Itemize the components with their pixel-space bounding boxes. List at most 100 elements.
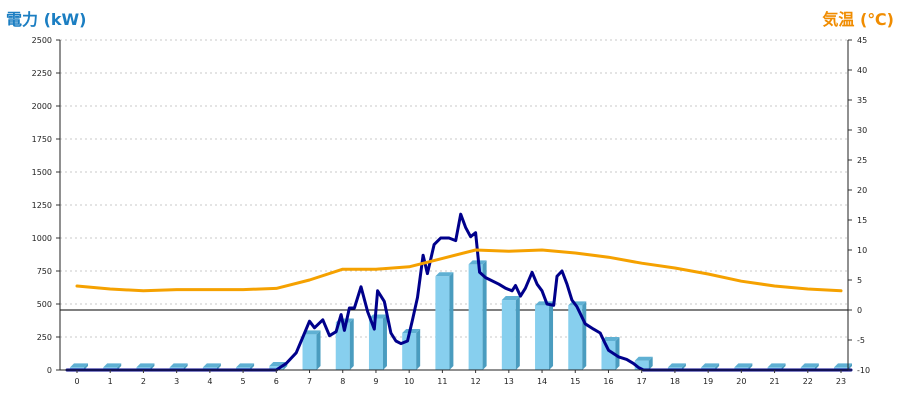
power-bar bbox=[601, 340, 616, 370]
x-tick-label: 16 bbox=[603, 377, 613, 386]
right-tick-label: 20 bbox=[857, 186, 867, 195]
power-bar bbox=[302, 334, 317, 370]
power-bar-top bbox=[601, 336, 620, 341]
right-tick-label: 0 bbox=[857, 306, 862, 315]
power-bar-side bbox=[615, 336, 620, 370]
right-tick-label: 25 bbox=[857, 156, 867, 165]
right-tick-label: -5 bbox=[857, 336, 865, 345]
power-bar-top bbox=[800, 363, 819, 368]
power-bar-side bbox=[748, 363, 753, 370]
x-tick-label: 0 bbox=[74, 377, 79, 386]
power-bar bbox=[335, 322, 350, 370]
left-tick-label: 1000 bbox=[32, 234, 52, 243]
power-bar bbox=[435, 276, 450, 370]
power-bar-side bbox=[416, 329, 421, 370]
power-bar-top bbox=[734, 363, 753, 368]
power-bar-side bbox=[117, 363, 122, 370]
power-bar-side bbox=[515, 296, 520, 370]
power-bar-top bbox=[202, 363, 221, 368]
lines-layer bbox=[65, 212, 853, 372]
x-tick-label: 13 bbox=[504, 377, 514, 386]
power-bar bbox=[535, 305, 550, 370]
x-tick-label: 2 bbox=[141, 377, 146, 386]
power-bar-side bbox=[582, 301, 587, 370]
power-bar-top bbox=[501, 296, 520, 301]
x-tick-label: 8 bbox=[340, 377, 345, 386]
power-bar-side bbox=[250, 363, 255, 370]
left-tick-label: 1500 bbox=[32, 168, 52, 177]
bars-layer bbox=[70, 260, 852, 370]
left-tick-label: 2000 bbox=[32, 102, 52, 111]
power-bar-top bbox=[70, 363, 88, 368]
x-tick-label: 22 bbox=[803, 377, 813, 386]
left-tick-label: 500 bbox=[37, 300, 52, 309]
x-tick-label: 21 bbox=[769, 377, 779, 386]
power-bar-side bbox=[848, 363, 852, 370]
left-axis-title: 電力 (kW) bbox=[6, 10, 87, 29]
power-bar-side bbox=[183, 363, 188, 370]
right-tick-label: 35 bbox=[857, 96, 867, 105]
power-bar bbox=[269, 366, 284, 370]
power-bar-side bbox=[216, 363, 221, 370]
left-tick-label: 250 bbox=[37, 333, 52, 342]
power-bar-top bbox=[136, 363, 155, 368]
power-bar-side bbox=[781, 363, 786, 370]
x-tick-label: 14 bbox=[537, 377, 547, 386]
left-tick-label: 1750 bbox=[32, 135, 52, 144]
right-tick-label: 10 bbox=[857, 246, 867, 255]
x-tick-label: 4 bbox=[207, 377, 212, 386]
power-bar-top bbox=[368, 314, 387, 319]
power-bar-side bbox=[382, 314, 387, 370]
power-bar-side bbox=[648, 356, 653, 370]
axes-layer: 02505007501000125015001750200022502500-1… bbox=[32, 36, 870, 386]
x-tick-label: 20 bbox=[736, 377, 746, 386]
x-tick-label: 17 bbox=[637, 377, 647, 386]
power-bar-top bbox=[169, 363, 188, 368]
power-bar-top bbox=[667, 363, 686, 368]
left-tick-label: 1250 bbox=[32, 201, 52, 210]
left-tick-label: 0 bbox=[47, 366, 52, 375]
right-tick-label: 45 bbox=[857, 36, 867, 45]
x-tick-label: 18 bbox=[670, 377, 680, 386]
power-bar-top bbox=[236, 363, 255, 368]
power-bar-side bbox=[150, 363, 155, 370]
x-tick-label: 19 bbox=[703, 377, 713, 386]
power-actual-line bbox=[65, 212, 853, 372]
x-tick-label: 23 bbox=[836, 377, 846, 386]
x-tick-label: 7 bbox=[307, 377, 312, 386]
x-tick-label: 11 bbox=[437, 377, 447, 386]
x-tick-label: 9 bbox=[373, 377, 378, 386]
right-tick-label: 15 bbox=[857, 216, 867, 225]
x-tick-label: 6 bbox=[274, 377, 279, 386]
power-bar-top bbox=[767, 363, 786, 368]
power-bar-top bbox=[302, 330, 321, 335]
power-bar-side bbox=[349, 318, 354, 370]
power-bar bbox=[501, 300, 516, 370]
power-bar bbox=[634, 360, 649, 370]
power-bar-top bbox=[634, 356, 653, 361]
right-axis-title: 気温 (℃) bbox=[822, 10, 894, 29]
temperature-line bbox=[75, 248, 843, 293]
x-tick-label: 5 bbox=[241, 377, 246, 386]
power-bar-side bbox=[814, 363, 819, 370]
x-tick-label: 12 bbox=[471, 377, 481, 386]
right-tick-label: 40 bbox=[857, 66, 867, 75]
power-bar-top bbox=[103, 363, 122, 368]
power-bar bbox=[468, 264, 483, 370]
grid-layer bbox=[60, 39, 848, 338]
power-bar-side bbox=[715, 363, 720, 370]
power-bar-top bbox=[701, 363, 720, 368]
power-bar bbox=[568, 305, 583, 370]
x-tick-label: 15 bbox=[570, 377, 580, 386]
power-bar bbox=[368, 318, 383, 370]
power-bar-side bbox=[482, 260, 487, 370]
left-tick-label: 2250 bbox=[32, 69, 52, 78]
power-bar-top bbox=[435, 272, 454, 277]
x-tick-label: 10 bbox=[404, 377, 414, 386]
x-tick-label: 1 bbox=[108, 377, 113, 386]
right-tick-label: 5 bbox=[857, 276, 862, 285]
left-tick-label: 750 bbox=[37, 267, 52, 276]
left-tick-label: 2500 bbox=[32, 36, 52, 45]
power-bar-side bbox=[549, 301, 554, 370]
